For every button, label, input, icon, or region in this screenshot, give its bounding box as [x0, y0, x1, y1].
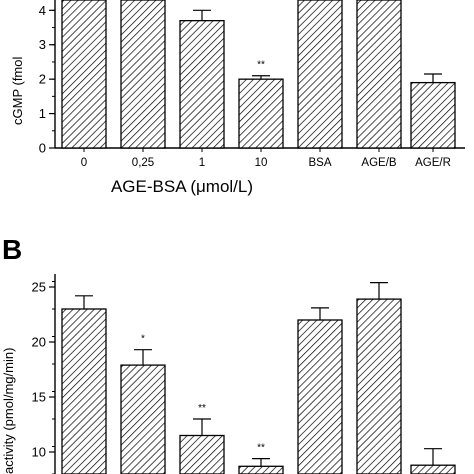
- bar: [356, 0, 402, 149]
- y-tick-label: 2: [39, 72, 46, 87]
- bar: [120, 0, 166, 149]
- bar: [61, 308, 107, 474]
- bar: [297, 0, 343, 149]
- y-tick-label: 15: [32, 390, 46, 405]
- bar: [120, 364, 166, 474]
- bar: [179, 20, 225, 149]
- significance-marker: **: [198, 403, 206, 414]
- panel-a-y-axis-title: cGMP (fmol: [10, 57, 25, 125]
- x-tick-label: AGE/B: [361, 157, 396, 169]
- y-tick-label: 20: [32, 335, 46, 350]
- y-tick-label: 0: [39, 141, 46, 156]
- x-tick-label: AGE/R: [415, 157, 451, 169]
- x-tick-label: 10: [255, 157, 268, 169]
- panel-a-y-ticks: 0 1 2 3 4: [39, 3, 55, 156]
- panel-a-x-tick-labels: 0 0,25 1 10 BSA AGE/B AGE/R: [81, 157, 451, 169]
- panel-b-y-ticks: 25 20 15 10: [32, 280, 55, 474]
- panel-a-bars: **: [61, 0, 456, 149]
- x-tick-label: 1: [199, 157, 205, 169]
- x-tick-label: 0: [81, 157, 87, 169]
- x-tick-label: 0,25: [132, 157, 154, 169]
- bar: [410, 464, 456, 474]
- panel-b-bars: *****: [61, 282, 456, 474]
- y-tick-label: 4: [39, 3, 46, 18]
- significance-marker: **: [257, 443, 265, 454]
- significance-marker: *: [141, 334, 145, 345]
- y-tick-label: 3: [39, 37, 46, 52]
- panel-b-letter: B: [2, 234, 22, 265]
- y-tick-label: 10: [32, 445, 46, 460]
- x-tick-label: BSA: [308, 157, 331, 169]
- bar: [297, 319, 343, 474]
- panel-b-y-axis-title: activity (pmol/mg/min): [1, 348, 16, 474]
- bar: [238, 465, 284, 474]
- significance-marker: **: [257, 60, 265, 71]
- y-tick-label: 1: [39, 106, 46, 121]
- panel-a-chart: cGMP (fmol ** 0 1 2 3 4 0 0,25 1 10 BSA AGE/B AGE/…: [10, 0, 465, 196]
- bar: [179, 434, 225, 474]
- bar: [356, 298, 402, 474]
- bar: [61, 0, 107, 149]
- bar: [238, 78, 284, 149]
- panel-a-x-axis-title: AGE-BSA (μmol/L): [111, 177, 253, 196]
- bar: [410, 81, 456, 149]
- y-tick-label: 25: [32, 280, 46, 295]
